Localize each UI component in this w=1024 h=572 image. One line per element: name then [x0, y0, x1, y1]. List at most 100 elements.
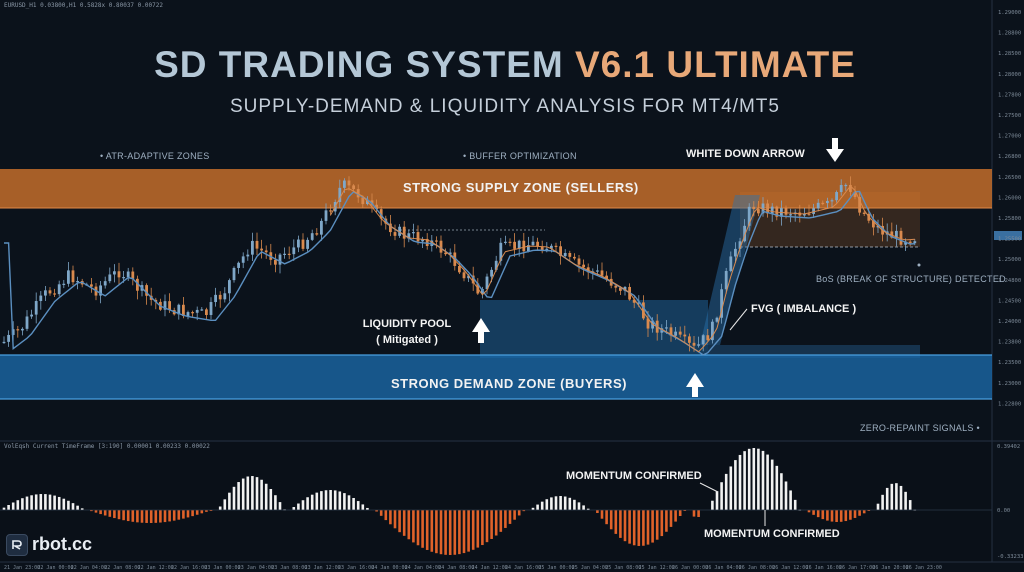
histogram-bar	[329, 490, 332, 510]
indicator-axis-label: 0.39402	[997, 444, 1020, 450]
candle-body	[849, 184, 852, 192]
histogram-bar	[140, 510, 144, 523]
candle-body	[297, 239, 300, 248]
candle-body	[416, 232, 420, 242]
histogram-bar	[90, 510, 93, 512]
histogram-bar	[660, 510, 664, 537]
candle-body	[44, 290, 47, 296]
candle-body	[784, 208, 788, 215]
histogram-bar	[614, 510, 618, 534]
histogram-bar	[182, 510, 185, 519]
candle-body	[320, 220, 323, 235]
demand-up-arrow	[686, 373, 704, 397]
momentum-confirmed-top-label: MOMENTUM CONFIRMED	[566, 470, 702, 482]
histogram-bar	[899, 485, 903, 510]
candle-body	[425, 238, 429, 247]
histogram-bar	[425, 510, 429, 550]
histogram-bar	[366, 507, 369, 510]
histogram-bar	[223, 499, 227, 510]
histogram-bar	[844, 510, 848, 522]
histogram-bar	[310, 494, 314, 510]
histogram-bar	[76, 505, 79, 510]
candle-body	[25, 316, 29, 329]
candle-body	[678, 331, 682, 335]
histogram-bar	[550, 497, 553, 510]
candle-body	[195, 309, 199, 313]
histogram-bar	[508, 510, 512, 524]
time-axis-label: 22 Jan 16:00	[171, 565, 207, 571]
histogram-bar	[531, 507, 535, 510]
candle-body	[807, 213, 811, 215]
candle-body	[757, 209, 760, 214]
candle-body	[113, 271, 116, 275]
histogram-bar	[421, 510, 424, 548]
time-axis-label: 23 Jan 16:00	[338, 565, 374, 571]
time-axis-label: 22 Jan 00:00	[37, 565, 73, 571]
histogram-bar	[448, 510, 452, 555]
histogram-bar	[315, 492, 319, 510]
candle-body	[2, 341, 6, 344]
candle-body	[494, 260, 498, 270]
price-axis-label: 1.27500	[998, 113, 1021, 119]
title-part-2: V6.1 ULTIMATE	[574, 44, 856, 85]
histogram-bar	[324, 490, 328, 510]
histogram-bar	[683, 510, 687, 511]
histogram-bar	[729, 466, 733, 510]
histogram-bar	[301, 500, 305, 510]
indicator-axis: 0.39402 0.00 -0.33233	[997, 444, 1024, 560]
liquidity-pool-box	[480, 300, 708, 358]
histogram-bar	[113, 510, 116, 519]
histogram-bar	[44, 494, 47, 510]
histogram-bar	[195, 510, 199, 515]
histogram-bar	[407, 510, 411, 540]
candle-body	[232, 267, 236, 281]
histogram-bar	[568, 497, 572, 510]
histogram-bar	[320, 491, 323, 510]
histogram-bar	[784, 481, 788, 510]
moving-average-line-fast	[330, 185, 915, 353]
histogram-bar	[131, 510, 135, 522]
histogram-bar	[57, 496, 61, 510]
histogram-bar	[269, 488, 273, 510]
time-axis-label: 24 Jan 04:00	[405, 565, 441, 571]
histogram-bar	[205, 510, 208, 512]
time-axis-label: 24 Jan 16:00	[505, 565, 541, 571]
candle-body	[343, 180, 346, 188]
candle-body	[191, 312, 194, 314]
candle-body	[264, 250, 268, 253]
candle-body	[789, 214, 792, 216]
candle-body	[531, 241, 535, 246]
candle-body	[274, 259, 277, 265]
histogram-bar	[637, 510, 641, 546]
histogram-bar	[586, 508, 590, 510]
histogram-bar	[338, 491, 342, 510]
candle-body	[890, 231, 894, 238]
candle-body	[462, 272, 466, 279]
time-axis-label: 25 Jan 04:00	[572, 565, 608, 571]
histogram-bar	[743, 451, 746, 510]
histogram-bar	[163, 510, 167, 523]
candle-body	[683, 334, 687, 337]
candle-body	[568, 252, 572, 257]
candle-body	[278, 254, 282, 265]
histogram-bar	[7, 504, 10, 510]
candle-body	[899, 230, 903, 245]
candle-body	[605, 275, 608, 279]
histogram-bar	[246, 476, 250, 510]
time-axis-label: 26 Jan 08:00	[739, 565, 775, 571]
candle-body	[108, 274, 112, 282]
histogram-bar	[237, 482, 240, 510]
histogram-bar	[623, 510, 627, 542]
histogram-bar	[485, 510, 489, 543]
histogram-bar	[343, 493, 346, 510]
histogram-bar	[752, 448, 756, 510]
histogram-bar	[724, 473, 728, 510]
histogram-bar	[255, 477, 259, 510]
histogram-bar	[159, 510, 162, 523]
histogram-bar	[278, 502, 282, 510]
candle-body	[485, 276, 489, 290]
time-axis-label: 26 Jan 00:00	[672, 565, 708, 571]
white-down-arrow-label: WHITE DOWN ARROW	[686, 148, 805, 160]
candle-body	[761, 203, 765, 214]
histogram-bar	[384, 510, 388, 521]
